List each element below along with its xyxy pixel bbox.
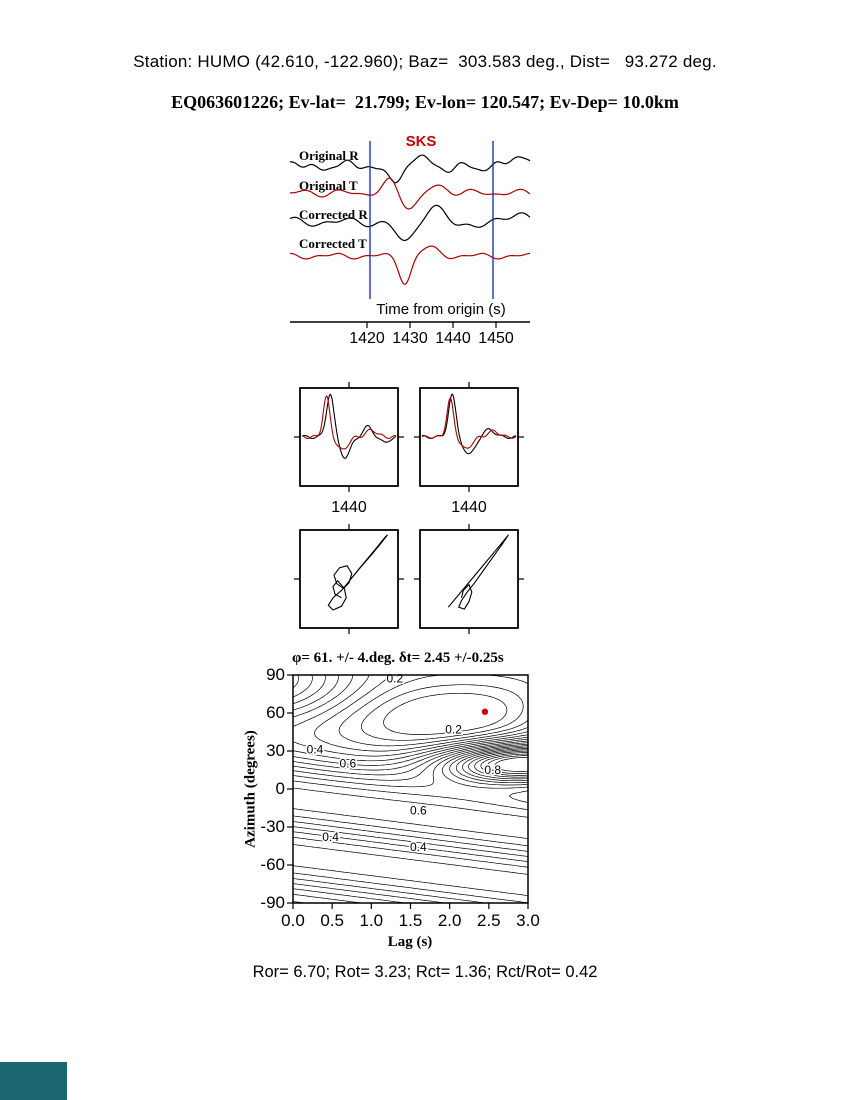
seismogram-trace-corrected-t	[290, 245, 531, 285]
lag-tick-label: 0.0	[281, 911, 305, 930]
azimuth-axis-title: Azimuth (degrees)	[242, 730, 259, 848]
azimuth-tick-label: 60	[266, 703, 285, 722]
station-header: Station: HUMO (42.610, -122.960); Baz= 3…	[133, 52, 717, 71]
contour-level-label: 0.4	[307, 743, 324, 757]
aligned-component-trace	[421, 393, 517, 455]
lag-tick-label: 2.0	[437, 911, 462, 930]
corner-color-box	[0, 1062, 67, 1100]
contour-level-label: 0.6	[410, 803, 427, 817]
trace-label-corrected-t: Corrected T	[299, 236, 367, 251]
aligned-tick-label: 1440	[451, 499, 487, 516]
time-tick-label: 1450	[478, 330, 514, 347]
azimuth-tick-label: -60	[260, 855, 285, 874]
trace-label-original-t: Original T	[299, 178, 358, 193]
azimuth-tick-label: 30	[266, 741, 285, 760]
contour-level-label: 0.4	[410, 840, 427, 854]
particle-motion-trace	[327, 534, 388, 611]
lag-tick-label: 1.5	[398, 911, 423, 930]
particle-motion-box	[299, 529, 399, 629]
azimuth-tick-label: -90	[260, 893, 285, 912]
contour-level-label: 0.6	[339, 756, 356, 770]
aligned-waveform-box	[299, 387, 399, 487]
trace-label-original-r: Original R	[299, 148, 359, 163]
best-solution-marker	[481, 708, 489, 715]
event-header: EQ063601226; Ev-lat= 21.799; Ev-lon= 120…	[171, 92, 679, 112]
particle-motion-box	[419, 529, 519, 629]
particle-motion-trace	[447, 534, 509, 610]
contour-level-label: 0.4	[322, 830, 339, 844]
lag-axis-title: Lag (s)	[387, 934, 433, 950]
contour-level-label: 0.2	[445, 722, 462, 736]
lag-tick-label: 1.0	[359, 911, 384, 930]
phase-label-sks: SKS	[405, 133, 437, 150]
time-tick-label: 1420	[349, 330, 385, 347]
lag-tick-label: 0.5	[320, 911, 344, 930]
azimuth-tick-label: 90	[266, 665, 285, 684]
trace-label-corrected-r: Corrected R	[299, 207, 368, 222]
time-tick-label: 1430	[392, 330, 428, 347]
contour-level-label: 0.2	[386, 672, 403, 686]
time-axis-title: Time from origin (s)	[376, 301, 506, 318]
aligned-component-trace	[301, 393, 397, 459]
time-tick-label: 1440	[435, 330, 471, 347]
seismogram-trace-original-r	[289, 154, 531, 184]
contour-frame	[292, 674, 529, 904]
contour-level-label: 0.8	[484, 763, 501, 777]
aligned-tick-label: 1440	[331, 499, 367, 516]
azimuth-tick-label: 0	[275, 779, 285, 798]
aligned-component-trace	[421, 397, 517, 449]
quality-metrics-text: Ror= 6.70; Rot= 3.23; Rct= 1.36; Rct/Rot…	[252, 963, 598, 981]
lag-tick-label: 3.0	[516, 911, 540, 930]
seismogram-trace-corrected-r	[289, 204, 531, 241]
error-surface-contours	[292, 674, 529, 904]
azimuth-tick-label: -30	[260, 817, 285, 836]
seismogram-trace-original-t	[290, 177, 531, 210]
splitting-result-text: φ= 61. +/- 4.deg. δt= 2.45 +/-0.25s	[292, 650, 504, 666]
lag-tick-label: 2.5	[477, 911, 501, 930]
aligned-component-trace	[301, 395, 397, 450]
